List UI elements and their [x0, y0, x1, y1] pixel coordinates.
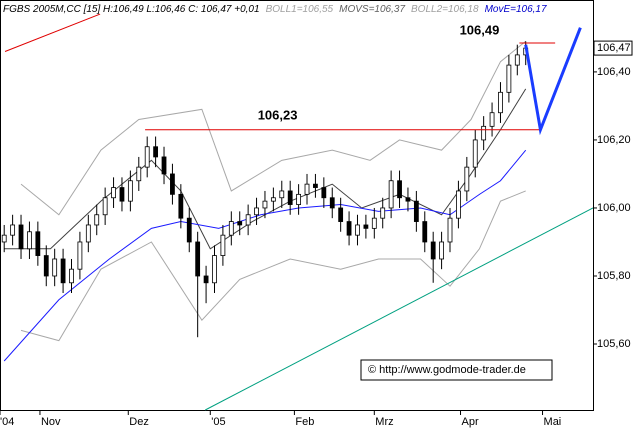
x-tick-label: '05	[211, 416, 225, 428]
candle-body	[472, 139, 478, 168]
candle-body	[313, 183, 318, 188]
candle-body	[52, 258, 58, 277]
candle-body	[464, 166, 470, 192]
candle-body	[195, 241, 201, 277]
candle-body	[102, 197, 108, 216]
candle-body	[186, 217, 192, 243]
candle-body	[203, 275, 209, 284]
x-tick-label: '04	[0, 416, 14, 428]
overlay-line	[20, 190, 526, 342]
candle-body	[60, 258, 66, 284]
candle-body	[506, 64, 512, 93]
x-tick-label: Nov	[41, 416, 61, 428]
y-tick-label: 105,80	[597, 270, 631, 282]
candle-body	[447, 217, 453, 243]
y-tick-label: 106,20	[597, 134, 631, 146]
candle-body	[254, 207, 259, 216]
candle-body	[212, 255, 217, 284]
candle-body	[355, 224, 360, 236]
candle-body	[85, 224, 91, 243]
header-item: BOLL1=106,55	[266, 4, 334, 15]
candle-body	[498, 91, 503, 114]
candle-body	[161, 156, 167, 175]
x-tick-label: Apr	[462, 416, 479, 428]
candle-body	[170, 173, 175, 195]
candle-body	[18, 224, 24, 250]
candle-body	[111, 187, 116, 199]
candle-body	[10, 224, 16, 236]
candle-body	[430, 241, 436, 260]
candle-body	[439, 241, 444, 260]
source: © http://www.godmode-trader.de	[368, 364, 526, 376]
candle-body	[397, 180, 402, 199]
plot-layer	[1, 13, 594, 411]
price-tag: 106,47	[597, 42, 631, 54]
candle-body	[228, 221, 234, 236]
candle-body	[237, 221, 243, 226]
candle-body	[296, 193, 302, 205]
candle-body	[456, 190, 461, 219]
candle-body	[279, 190, 285, 199]
candle-body	[94, 214, 100, 226]
candle-body	[77, 241, 83, 270]
candle-body	[321, 187, 327, 199]
header-item: FGBS 2005M,CC [15] H:106,49 L:106,46 C: …	[3, 4, 260, 15]
candle-body	[338, 207, 344, 222]
header-item: MOVS=106,37	[339, 4, 405, 15]
candle-body	[363, 224, 369, 229]
plot-frame	[0, 0, 594, 411]
candle-body	[270, 197, 276, 202]
header-item: MovE=106,17	[485, 4, 547, 15]
candle-body	[1, 234, 7, 243]
candle-body	[43, 255, 49, 277]
candle-body	[69, 268, 74, 284]
candle-body	[178, 193, 184, 219]
candle-body	[346, 221, 352, 236]
annotation: 106,23	[258, 108, 298, 123]
candle-body	[220, 234, 226, 256]
price-tag-box	[593, 40, 633, 56]
x-tick-label: Feb	[295, 416, 314, 428]
source-box: © http://www.godmode-trader.de	[360, 359, 553, 381]
y-tick-label: 106,40	[597, 66, 631, 78]
header-item: BOLL2=106,18	[411, 4, 479, 15]
candle-body	[262, 200, 268, 209]
candle-body	[489, 112, 495, 127]
candle-body	[329, 197, 335, 209]
x-tick-label: Mrz	[375, 416, 393, 428]
candle-body	[245, 214, 251, 226]
candle-body	[380, 207, 386, 219]
candle-body	[127, 180, 133, 202]
x-tick-label: Mai	[544, 416, 562, 428]
x-tick-label: Dez	[129, 416, 149, 428]
candle-body	[35, 231, 41, 256]
drawn-line	[524, 27, 582, 136]
chart-header: FGBS 2005M,CC [15] H:106,49 L:106,46 C: …	[3, 4, 547, 15]
candle-body	[413, 200, 419, 222]
candle-body	[304, 183, 310, 195]
candle-body	[422, 221, 428, 243]
candle-body	[136, 166, 142, 182]
candle-body	[27, 231, 32, 250]
candle-body	[119, 187, 125, 202]
candle-body	[153, 146, 159, 158]
candle-body	[144, 146, 150, 168]
overlay-line	[20, 40, 527, 216]
candle-body	[388, 180, 394, 209]
drawn-line	[4, 13, 101, 52]
annotation: 106,49	[460, 23, 500, 38]
y-tick-label: 106,00	[597, 202, 631, 214]
source-frame	[360, 359, 553, 381]
y-tick-label: 105,60	[597, 338, 631, 350]
candle-body	[287, 190, 293, 205]
candle-body	[481, 125, 487, 141]
candle-body	[514, 54, 520, 66]
drawn-line	[205, 207, 594, 411]
candle-body	[371, 217, 377, 229]
candle-body	[405, 197, 411, 202]
